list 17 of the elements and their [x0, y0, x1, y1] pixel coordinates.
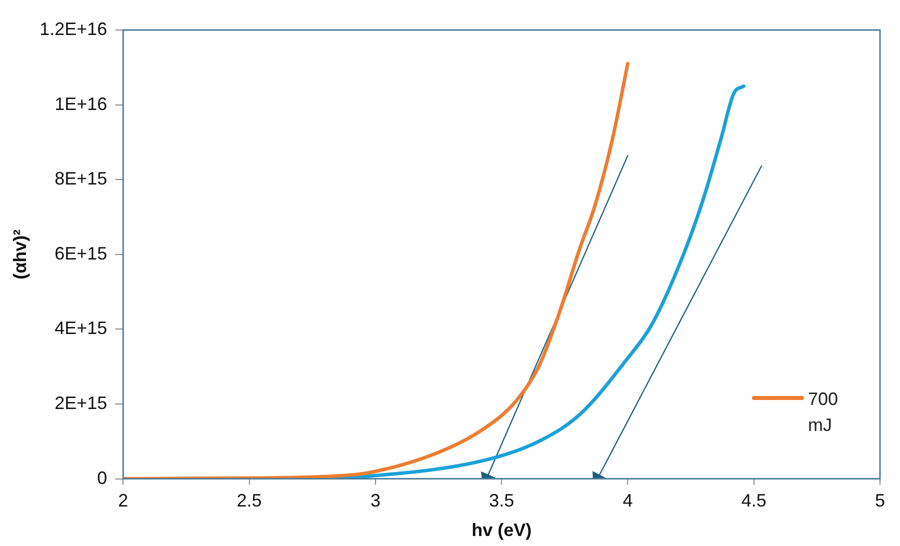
x-tick-label: 2 [118, 490, 128, 511]
y-tick-label: 6E+15 [54, 243, 108, 264]
x-tick-label: 2.5 [236, 490, 262, 511]
y-tick-label: 4E+15 [54, 318, 108, 338]
y-tick-label: 1.2E+16 [40, 18, 108, 39]
y-axis-title: (αhv)² [10, 229, 30, 280]
x-tick-label: 3.5 [489, 490, 514, 511]
x-axis-title: hv (eV) [472, 520, 532, 540]
y-tick-label: 8E+15 [54, 168, 108, 189]
y-tick-label: 1E+16 [54, 94, 108, 114]
y-tick-label: 0 [97, 468, 108, 488]
x-tick-label: 5 [874, 490, 886, 511]
x-tick-label: 3 [370, 490, 380, 511]
x-tick-label: 4.5 [741, 490, 766, 511]
legend-label: 700 mJ [808, 388, 840, 437]
x-tick-label: 4 [622, 490, 633, 511]
y-tick-label: 2E+15 [54, 392, 108, 413]
